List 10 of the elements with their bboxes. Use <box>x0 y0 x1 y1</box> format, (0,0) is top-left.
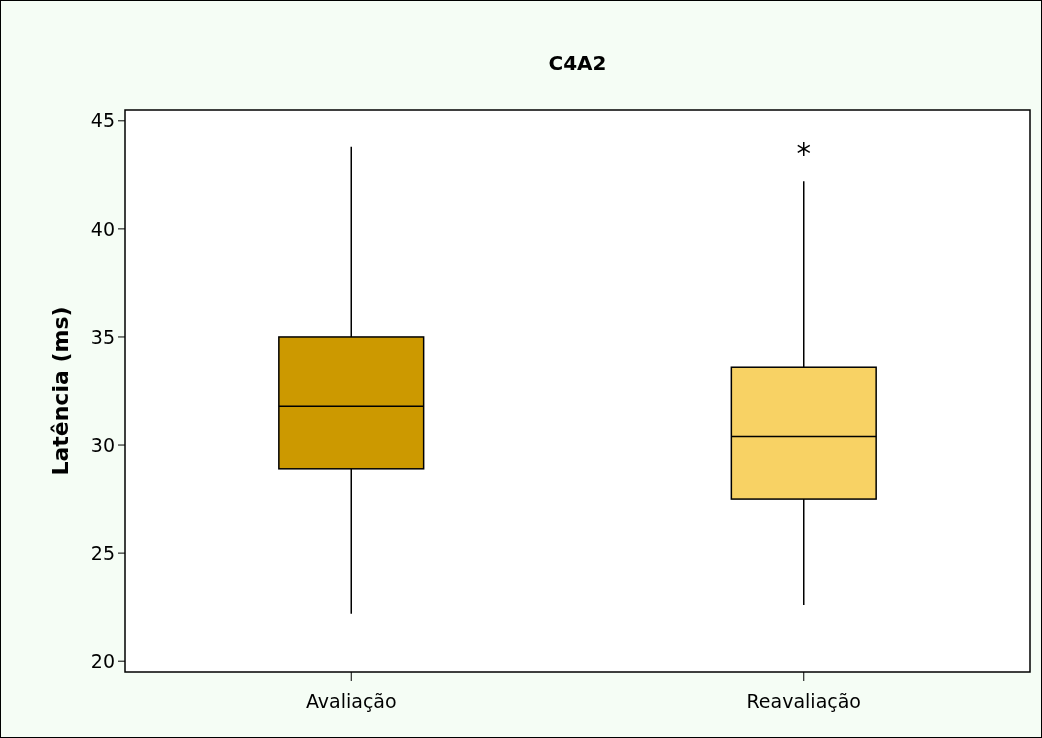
y-tick-label: 25 <box>90 541 115 564</box>
y-tick-label: 45 <box>90 109 115 132</box>
y-tick-label: 30 <box>90 433 115 456</box>
chart-title: C4A2 <box>548 51 607 75</box>
x-tick-label: Reavaliação <box>746 690 861 712</box>
y-tick-label: 40 <box>90 217 115 240</box>
x-tick-label: Avaliação <box>305 690 397 712</box>
y-tick-label: 20 <box>90 649 115 672</box>
y-tick-label: 35 <box>90 325 115 348</box>
y-axis-title: Latência (ms) <box>48 306 73 476</box>
